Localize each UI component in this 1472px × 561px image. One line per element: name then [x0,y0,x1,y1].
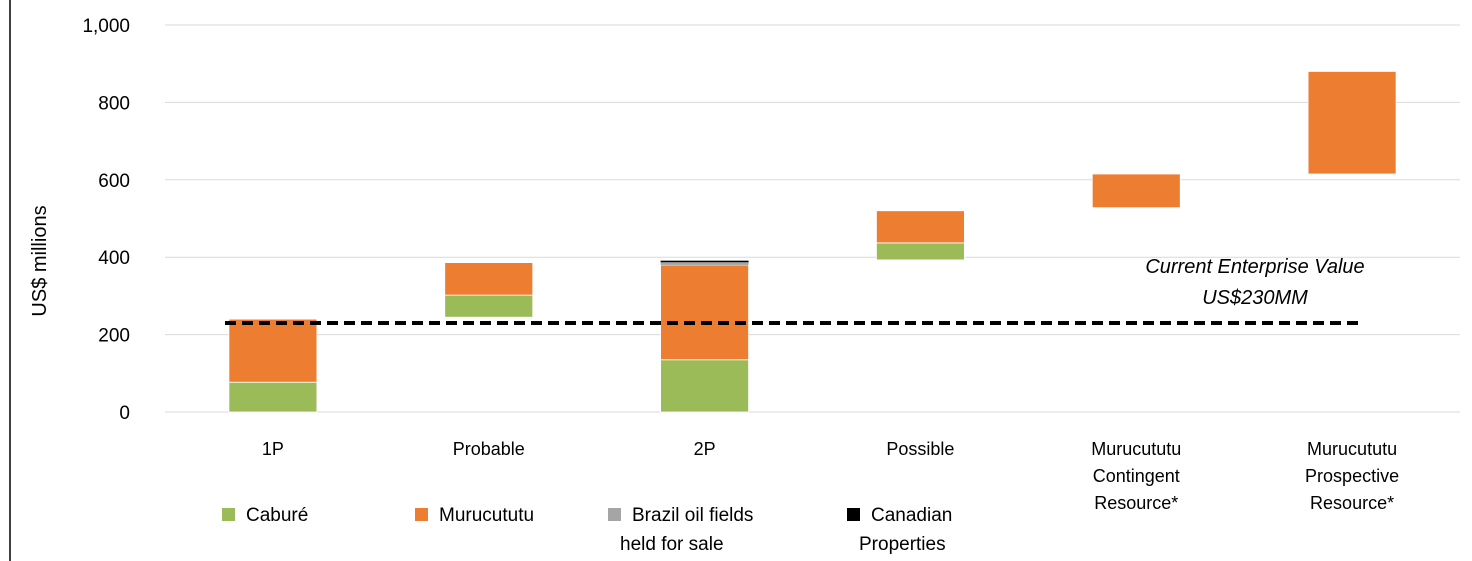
legend-label: Canadian Properties [859,505,952,555]
category-label: 1P [262,439,284,459]
enterprise-value-label-line: Current Enterprise Value [1145,256,1364,278]
bar-segment [228,381,318,413]
bar-segment [444,294,534,318]
category-label: 2P [694,439,716,459]
y-tick-label: 200 [98,326,130,347]
bar-segment [660,264,749,361]
gridlines [165,24,1460,413]
legend-item: Canadian Properties [847,505,952,555]
legend: Caburé Murucututu Brazil oil fields held fo… [222,505,952,555]
legend-swatch [415,508,428,521]
y-tick-label: 1,000 [82,16,130,37]
bar-segment [444,262,534,296]
legend-item: Murucututu [415,505,534,526]
y-tick-label: 400 [98,248,130,269]
bar-segment [876,210,965,244]
category-label: Possible [886,439,954,459]
bar-segment [228,318,318,383]
bar-segment [876,242,965,261]
y-tick-label: 800 [98,93,130,114]
bar-segment [1091,173,1181,209]
category-labels: 1P Probable 2P Possible Murucututu Contingent… [262,439,1399,513]
bar-segment [660,359,749,413]
y-tick-label: 600 [98,171,130,192]
y-tick-label: 0 [119,403,130,424]
legend-swatch [847,508,860,521]
enterprise-value-label-line: US$230MM [1202,287,1308,309]
legend-label: Caburé [246,505,308,526]
category-label: Murucututu Prospective Resource* [1305,439,1399,513]
category-label: Murucututu Contingent Resource* [1091,439,1181,513]
category-label: Probable [453,439,525,459]
legend-swatch [222,508,235,521]
legend-item: Brazil oil fields held for sale [608,505,753,555]
y-tick-labels: 0 200 400 600 800 1,000 [82,16,130,424]
y-axis-label: US$ millions [29,205,51,316]
enterprise-value-label: Current Enterprise Value US$230MM [1145,256,1364,309]
legend-swatch [608,508,621,521]
legend-label: Brazil oil fields held for sale [620,505,753,555]
legend-label: Murucututu [439,505,534,526]
bars [228,71,1397,413]
bar-segment [660,262,749,265]
bar-segment [1307,71,1397,175]
bar-segment [660,260,749,263]
legend-item: Caburé [222,505,308,526]
